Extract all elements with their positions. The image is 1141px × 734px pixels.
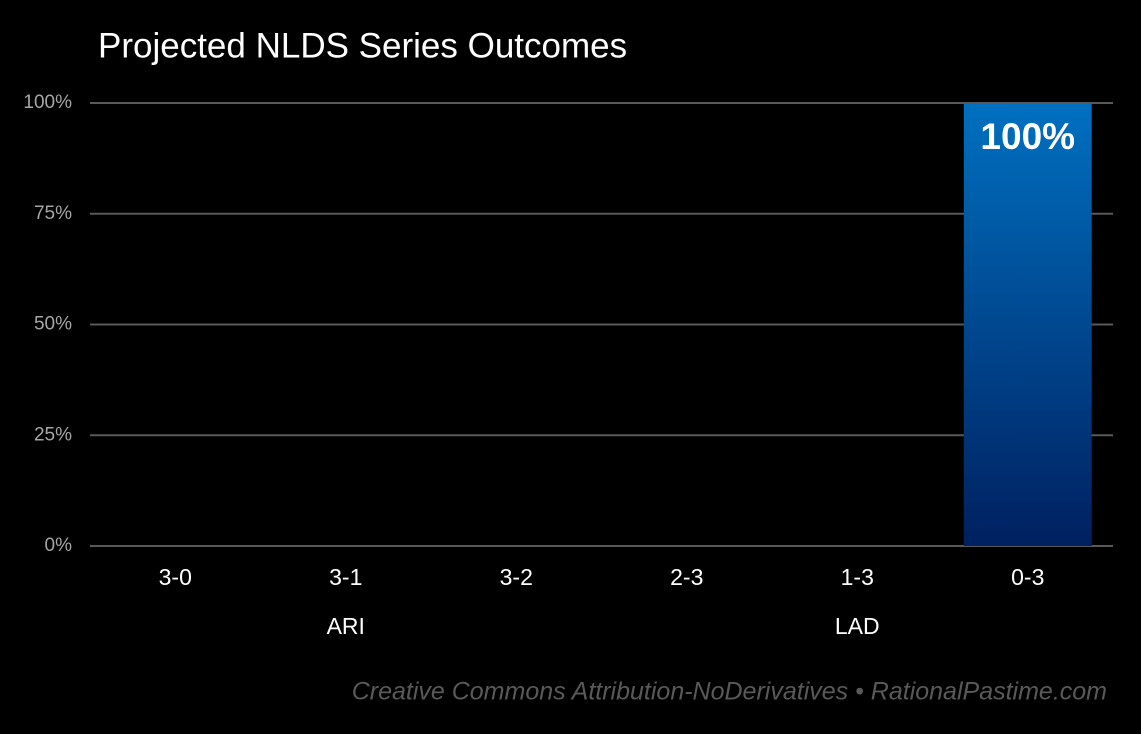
- chart-title: Projected NLDS Series Outcomes: [98, 26, 627, 65]
- y-tick-label: 50%: [34, 314, 72, 335]
- x-tick-label: 1-3: [841, 564, 874, 590]
- group-label: LAD: [835, 613, 880, 639]
- x-tick-label: 3-0: [159, 564, 192, 590]
- footer: Creative Commons Attribution-NoDerivativ…: [352, 678, 1107, 706]
- x-tick-label: 3-2: [500, 564, 533, 590]
- y-tick-label: 25%: [34, 424, 72, 445]
- y-tick-label: 100%: [23, 92, 72, 113]
- group-label: ARI: [327, 613, 365, 639]
- bar: [963, 103, 1092, 546]
- x-tick-label: 3-1: [329, 564, 362, 590]
- y-tick-label: 0%: [45, 535, 73, 556]
- x-tick-label: 2-3: [670, 564, 703, 590]
- value-label: 100%: [980, 116, 1075, 157]
- y-tick-label: 75%: [34, 203, 72, 224]
- x-tick-label: 0-3: [1011, 564, 1044, 590]
